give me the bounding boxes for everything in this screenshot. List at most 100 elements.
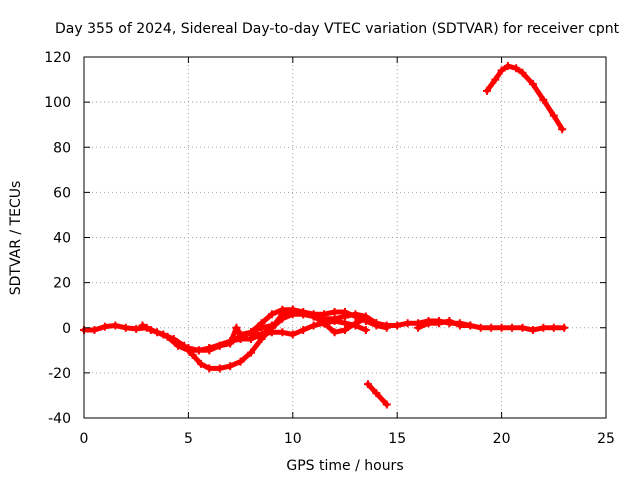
series-line: [484, 63, 565, 132]
data-point: [111, 321, 120, 330]
data-point: [482, 86, 491, 95]
data-point: [278, 328, 287, 337]
data-point: [512, 64, 521, 73]
data-point: [232, 323, 241, 332]
data-point: [414, 323, 423, 332]
data-point: [560, 323, 569, 332]
data-point: [503, 62, 512, 71]
data-point: [299, 310, 308, 319]
data-point: [236, 335, 245, 344]
data-point: [341, 312, 349, 321]
data-point: [288, 330, 297, 339]
data-point: [393, 321, 402, 330]
data-point: [159, 330, 168, 339]
data-point: [188, 350, 197, 359]
data-point: [351, 321, 360, 330]
data-point: [455, 321, 464, 330]
data-point: [466, 321, 475, 330]
data-point: [363, 380, 372, 389]
data-point: [549, 111, 558, 120]
chart-title: Day 355 of 2024, Sidereal Day-to-day VTE…: [55, 21, 620, 37]
series-track-5: [247, 316, 370, 339]
data-point: [372, 319, 381, 328]
series-line: [365, 381, 390, 407]
data-point: [132, 324, 141, 333]
data-point: [341, 326, 349, 335]
data-point: [361, 314, 370, 323]
y-axis-label: SDTVAR / TECUs: [8, 181, 24, 296]
data-point: [372, 389, 381, 398]
data-point: [247, 348, 256, 357]
data-point: [382, 321, 391, 330]
data-point: [247, 330, 256, 339]
data-point: [476, 323, 485, 332]
data-point: [215, 364, 224, 373]
y-tick-label: -40: [48, 411, 71, 427]
data-point: [528, 80, 537, 89]
data-point: [309, 312, 318, 321]
data-point: [320, 319, 329, 328]
data-point: [121, 323, 130, 332]
data-point: [146, 326, 155, 335]
data-point: [100, 322, 109, 331]
data-point: [539, 323, 548, 332]
x-tick-label: 15: [388, 431, 406, 447]
data-point: [267, 328, 276, 337]
data-point: [518, 68, 527, 77]
data-point: [196, 359, 205, 368]
data-point: [226, 362, 235, 371]
data-point: [382, 400, 391, 409]
data-point: [491, 75, 500, 84]
data-point: [205, 344, 214, 353]
data-point: [226, 337, 235, 346]
data-point: [434, 319, 443, 328]
data-point: [236, 357, 245, 366]
data-point: [497, 323, 506, 332]
x-axis-label: GPS time / hours: [286, 458, 403, 474]
data-point: [549, 323, 558, 332]
x-axis: 0 5 10 15 20 25: [80, 57, 615, 447]
data-point: [403, 319, 412, 328]
y-tick-label: 60: [53, 185, 71, 201]
data-point: [205, 364, 214, 373]
y-axis: -40 -20 0 20 40 60 80 100 120: [44, 50, 606, 427]
data-point: [278, 314, 287, 323]
data-point: [330, 328, 339, 337]
data-point: [278, 305, 287, 314]
data-point: [330, 316, 339, 325]
x-tick-label: 20: [493, 431, 511, 447]
data-point: [424, 319, 433, 328]
data-point: [445, 316, 454, 325]
y-tick-label: 20: [53, 276, 71, 292]
series-track-8: [363, 380, 391, 409]
data-point: [539, 95, 548, 104]
data-point: [257, 330, 266, 339]
data-point: [351, 310, 360, 319]
data-point: [558, 125, 567, 134]
x-tick-label: 5: [184, 431, 193, 447]
data-point: [341, 319, 349, 328]
data-point: [180, 341, 189, 350]
data-point: [330, 307, 339, 316]
y-tick-label: 0: [62, 321, 71, 337]
y-tick-label: 40: [53, 231, 71, 247]
data-point: [90, 326, 99, 335]
series-layer: [80, 62, 569, 409]
data-point: [169, 335, 178, 344]
data-point: [497, 66, 506, 75]
x-tick-label: 25: [597, 431, 615, 447]
data-point: [299, 326, 308, 335]
data-point: [194, 346, 203, 355]
y-tick-label: 100: [44, 95, 71, 111]
data-point: [518, 323, 527, 332]
y-tick-label: 120: [44, 50, 71, 66]
data-point: [508, 323, 517, 332]
data-point: [528, 326, 537, 335]
series-track-9: [482, 62, 567, 134]
data-point: [309, 321, 318, 330]
data-point: [487, 323, 496, 332]
y-tick-label: 80: [53, 140, 71, 156]
x-tick-label: 10: [284, 431, 302, 447]
series-track-7: [414, 316, 475, 332]
